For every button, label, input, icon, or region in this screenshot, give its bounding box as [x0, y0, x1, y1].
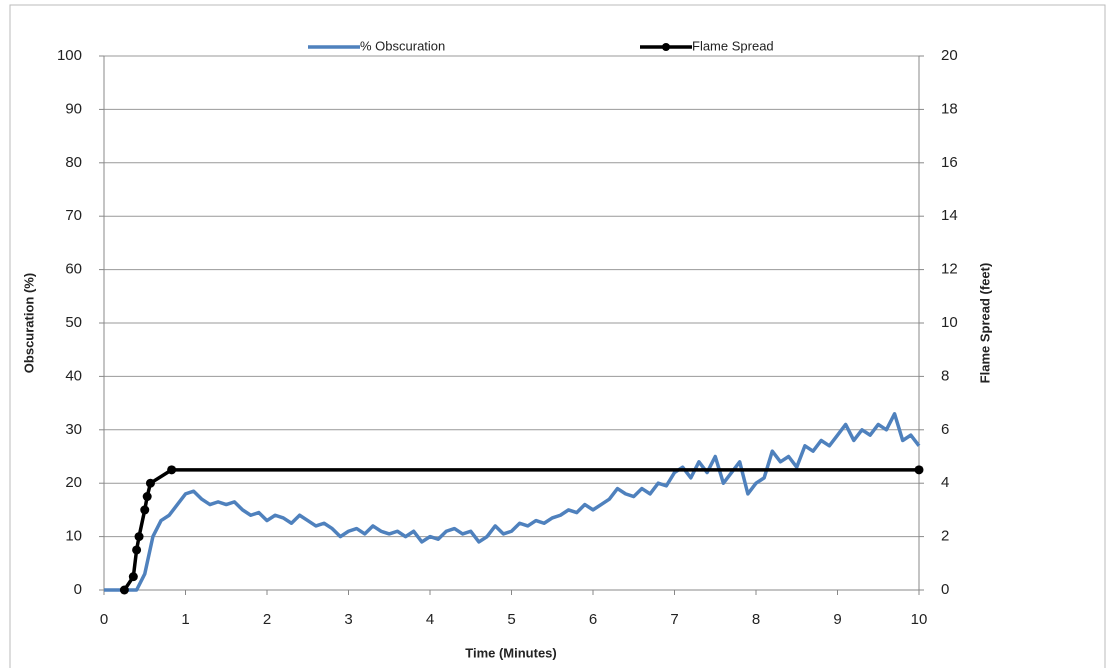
x-tick-label: 0	[100, 611, 108, 628]
y-tick-label: 0	[74, 581, 82, 598]
y2-tick-label: 16	[941, 154, 958, 171]
y2-axis-title: Flame Spread (feet)	[977, 263, 992, 384]
legend-label: % Obscuration	[360, 38, 445, 53]
x-tick-label: 5	[507, 611, 515, 628]
y2-tick-label: 4	[941, 474, 949, 491]
y2-tick-label: 2	[941, 528, 949, 545]
x-tick-label: 7	[670, 611, 678, 628]
y-tick-label: 10	[65, 528, 82, 545]
x-tick-label: 4	[426, 611, 434, 628]
point	[140, 505, 150, 515]
y-tick-label: 70	[65, 207, 82, 224]
y-tick-label: 90	[65, 100, 82, 117]
y-tick-label: 50	[65, 314, 82, 331]
y2-tick-label: 0	[941, 581, 949, 598]
y-tick-label: 60	[65, 261, 82, 278]
point	[914, 465, 924, 475]
y-tick-label: 80	[65, 154, 82, 171]
y2-tick-label: 6	[941, 421, 949, 438]
y2-tick-label: 14	[941, 207, 958, 224]
x-tick-label: 8	[752, 611, 760, 628]
y2-tick-label: 18	[941, 100, 958, 117]
x-tick-label: 3	[344, 611, 352, 628]
point	[128, 572, 138, 582]
legend-label: Flame Spread	[692, 38, 774, 53]
legend-marker	[662, 43, 670, 51]
y-tick-label: 20	[65, 474, 82, 491]
y-axis-title: Obscuration (%)	[21, 273, 36, 373]
y-tick-label: 30	[65, 421, 82, 438]
y2-tick-label: 20	[941, 47, 958, 64]
chart-border	[9, 4, 1106, 668]
y-tick-label: 100	[57, 47, 82, 64]
series-line	[122, 468, 919, 591]
point	[145, 478, 155, 488]
x-axis-title: Time (Minutes)	[465, 645, 557, 660]
series-line	[104, 412, 921, 592]
point	[167, 465, 177, 475]
point	[132, 545, 142, 555]
y-tick-label: 40	[65, 367, 82, 384]
x-tick-label: 1	[181, 611, 189, 628]
y2-tick-label: 8	[941, 367, 949, 384]
x-tick-label: 6	[589, 611, 597, 628]
x-tick-label: 9	[833, 611, 841, 628]
x-tick-label: 2	[263, 611, 271, 628]
y2-tick-label: 10	[941, 314, 958, 331]
point	[134, 532, 144, 542]
point	[142, 492, 152, 502]
point	[119, 585, 129, 595]
y2-tick-label: 12	[941, 261, 958, 278]
x-tick-label: 10	[911, 611, 928, 628]
